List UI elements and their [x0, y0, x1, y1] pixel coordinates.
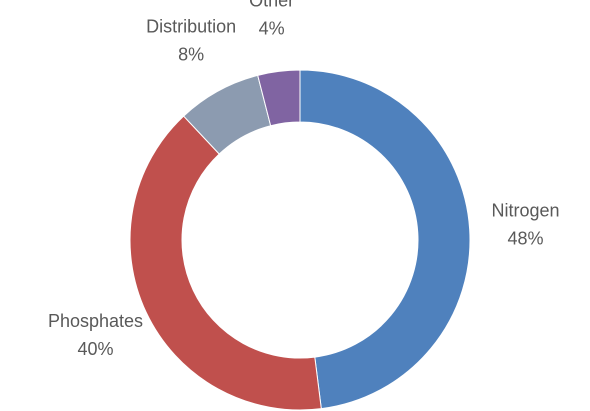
- slice-value-label: 48%: [508, 229, 544, 249]
- donut-slice: [257, 69, 301, 127]
- slice-value-label: 40%: [77, 339, 113, 359]
- donut-slice: [129, 115, 322, 411]
- slice-category-label: Other: [249, 0, 294, 11]
- slice-category-label: Phosphates: [48, 311, 143, 331]
- slice-value-label: 8%: [178, 45, 204, 65]
- donut-slice: [299, 69, 471, 410]
- slice-category-label: Distribution: [146, 17, 236, 37]
- slice-value-label: 4%: [259, 19, 285, 39]
- slice-category-label: Nitrogen: [492, 201, 560, 221]
